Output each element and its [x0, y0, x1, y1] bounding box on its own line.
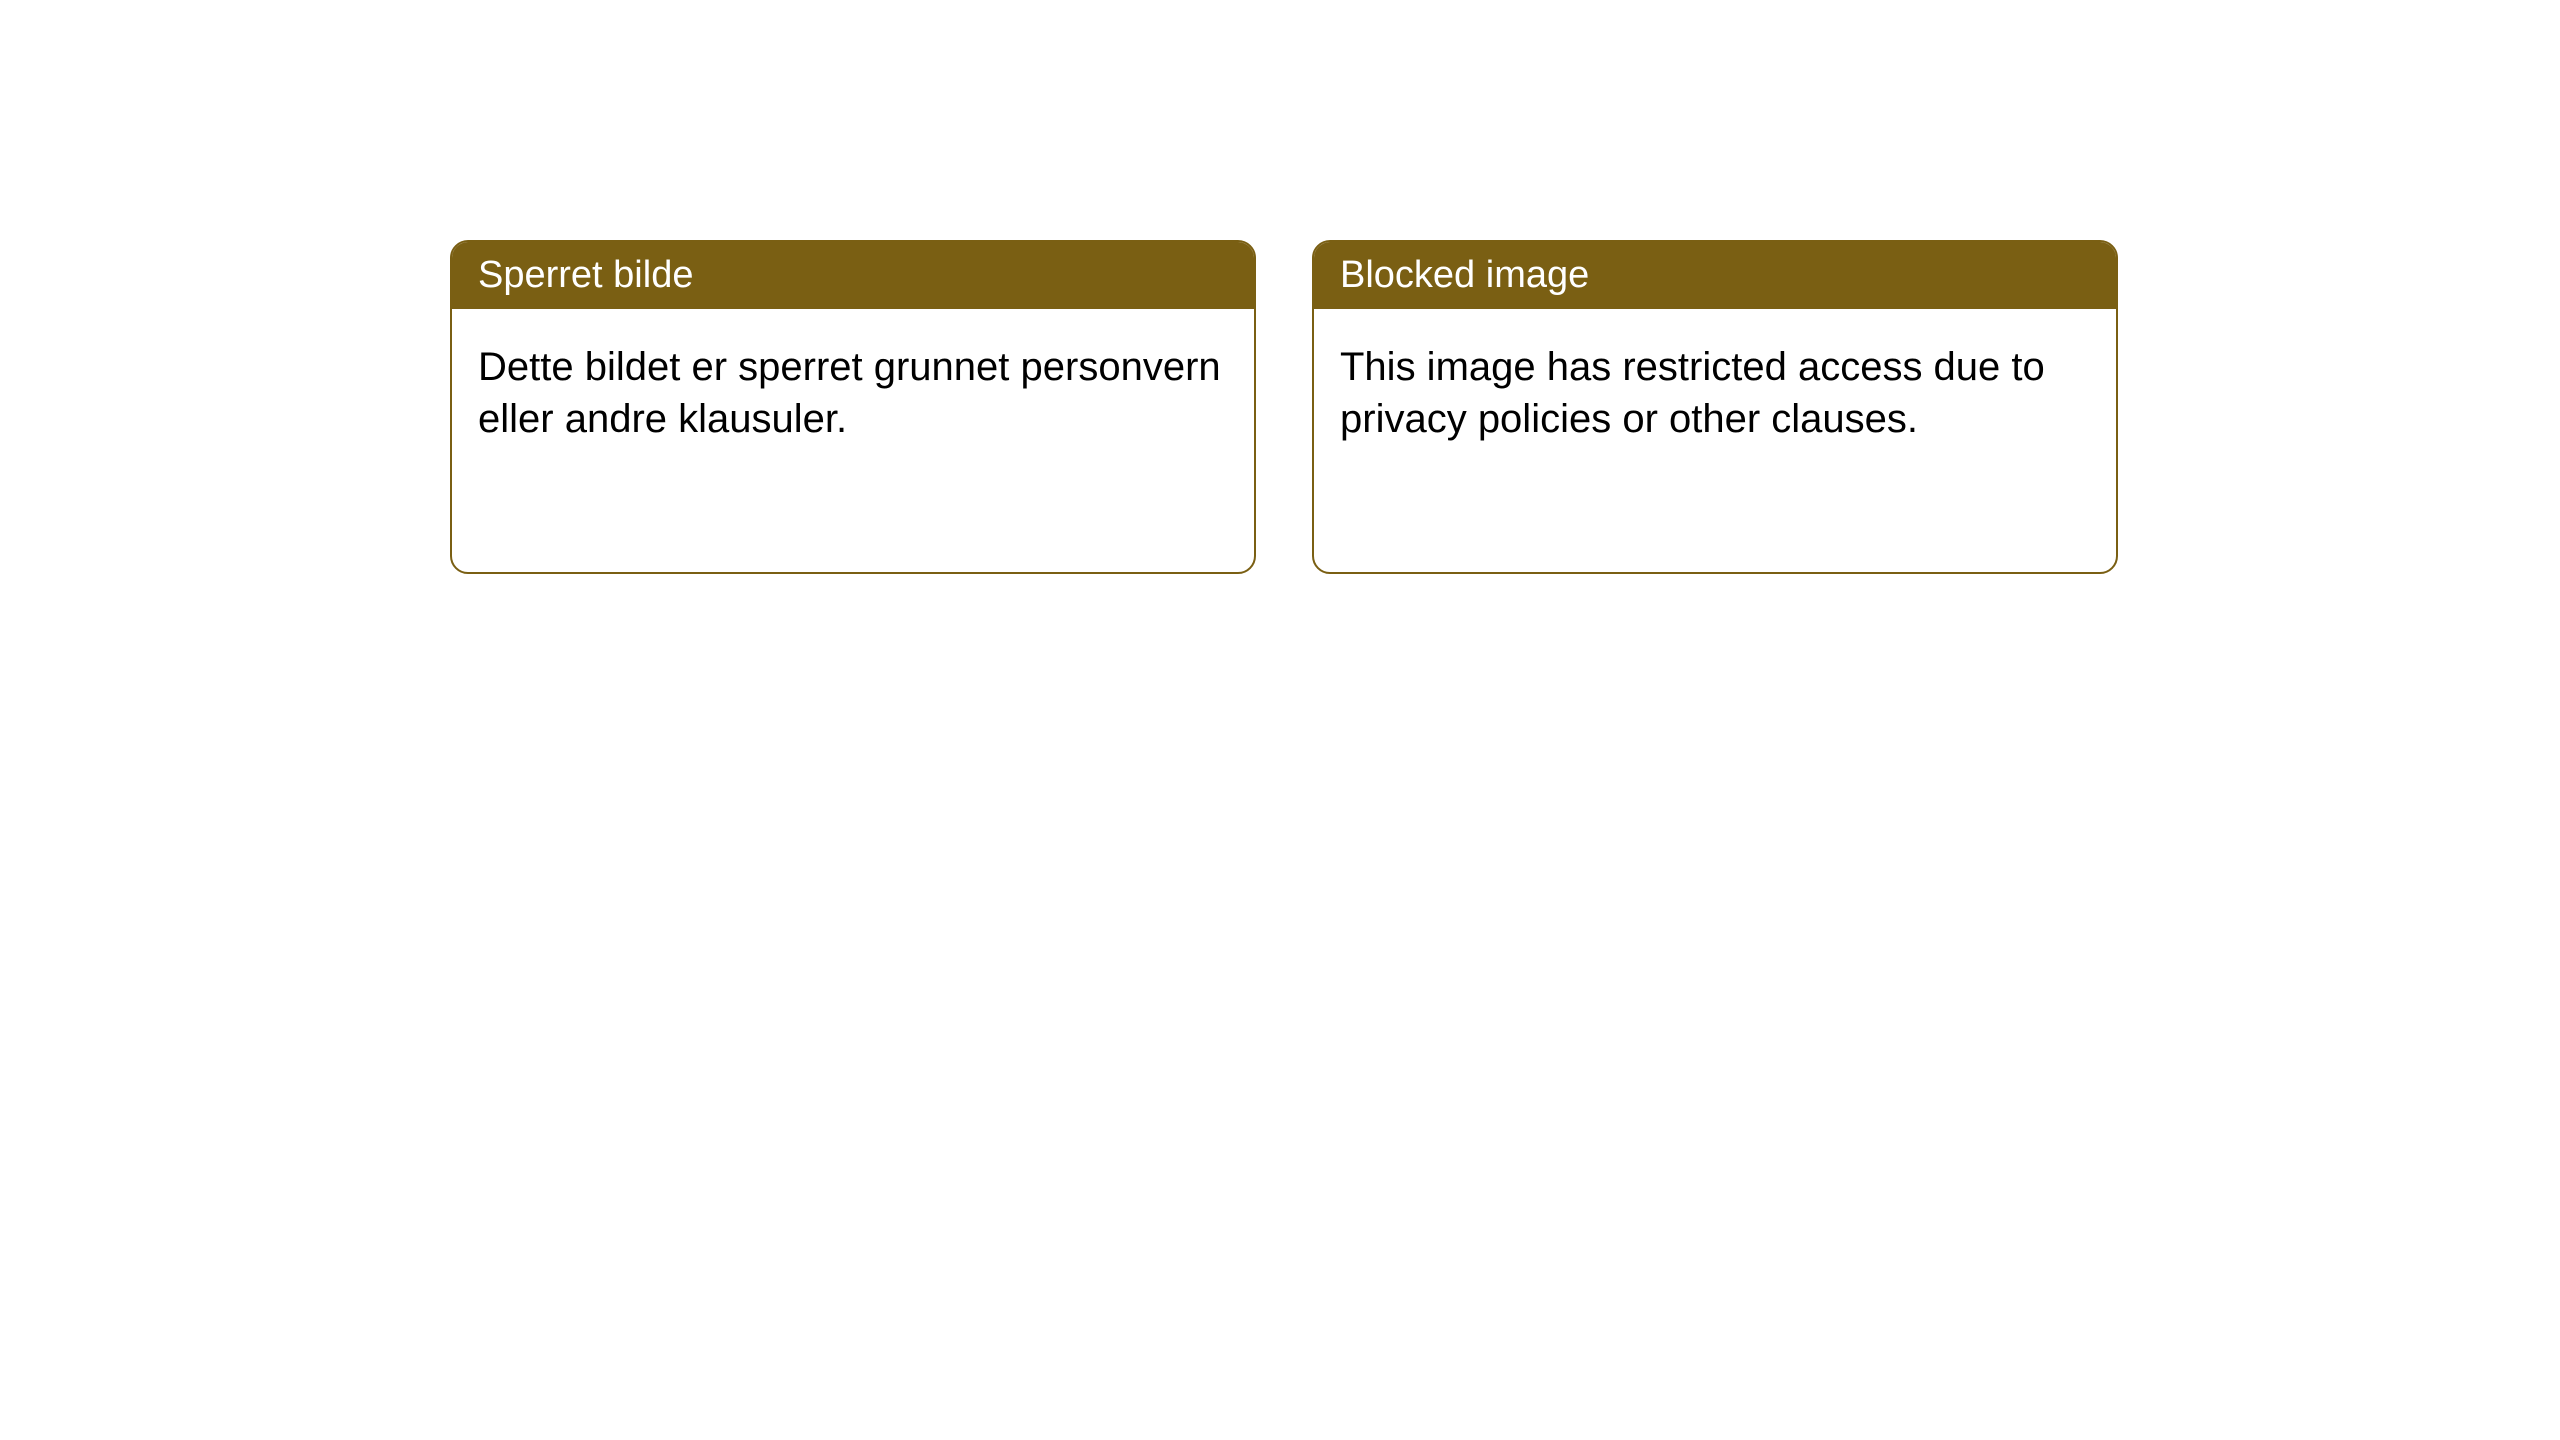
cards-container: Sperret bilde Dette bildet er sperret gr… — [450, 240, 2118, 574]
blocked-image-card-no: Sperret bilde Dette bildet er sperret gr… — [450, 240, 1256, 574]
card-body-no: Dette bildet er sperret grunnet personve… — [452, 309, 1254, 477]
card-title-no: Sperret bilde — [478, 254, 693, 296]
blocked-image-card-en: Blocked image This image has restricted … — [1312, 240, 2118, 574]
card-title-en: Blocked image — [1340, 254, 1589, 296]
card-header-no: Sperret bilde — [452, 242, 1254, 309]
card-body-en: This image has restricted access due to … — [1314, 309, 2116, 477]
card-text-en: This image has restricted access due to … — [1340, 345, 2045, 441]
card-text-no: Dette bildet er sperret grunnet personve… — [478, 345, 1221, 441]
card-header-en: Blocked image — [1314, 242, 2116, 309]
